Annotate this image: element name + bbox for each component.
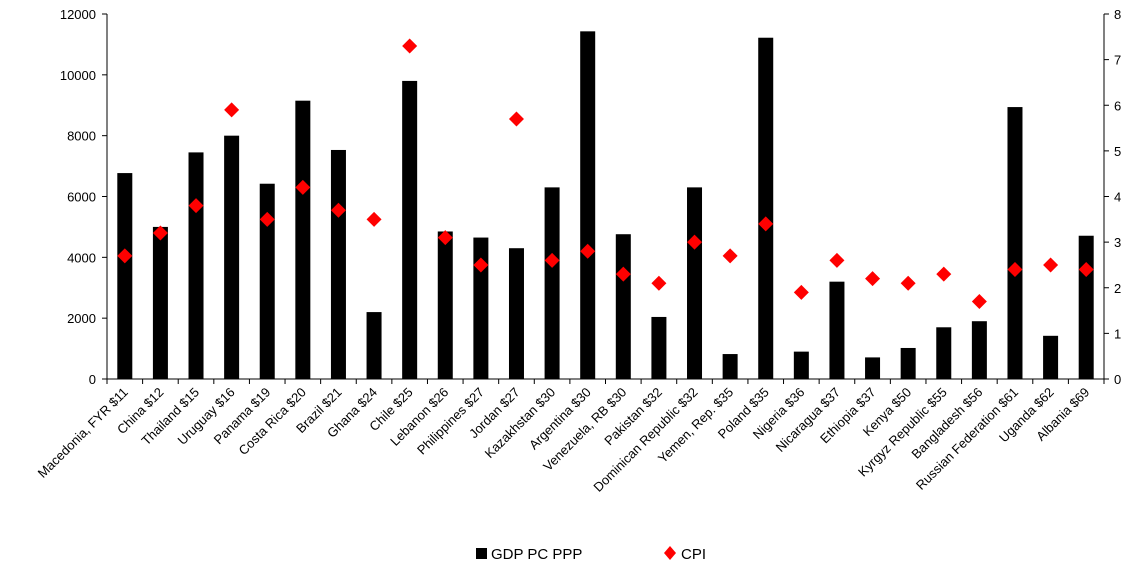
legend-cpi-label: CPI <box>681 546 706 563</box>
left-tick-label: 6000 <box>67 190 96 205</box>
cpi-marker <box>473 257 489 273</box>
gdp-bar <box>722 354 738 379</box>
left-tick-label: 8000 <box>67 129 96 144</box>
gdp-bar <box>259 183 275 379</box>
cpi-marker <box>117 248 133 264</box>
cpi-marker <box>295 179 311 195</box>
gdp-bar <box>900 347 916 379</box>
cpi-marker <box>1078 262 1094 277</box>
right-tick-label: 8 <box>1114 7 1121 22</box>
legend-gdp-swatch <box>476 548 487 559</box>
left-tick-label: 2000 <box>67 311 96 326</box>
right-tick-label: 2 <box>1114 281 1121 296</box>
cpi-marker <box>330 202 346 218</box>
left-tick-label: 12000 <box>60 7 96 22</box>
cpi-marker <box>793 284 809 300</box>
cpi-marker <box>188 198 204 214</box>
right-tick-label: 1 <box>1114 326 1121 341</box>
right-tick-label: 3 <box>1114 235 1121 250</box>
cpi-marker <box>1043 257 1059 273</box>
gdp-bar <box>865 357 881 379</box>
gdp-bar <box>971 321 987 379</box>
gdp-bar <box>793 351 809 379</box>
gdp-bar <box>366 312 382 379</box>
cpi-marker <box>651 275 667 291</box>
left-y-axis: 0 2000 4000 6000 8000 10000 12000 <box>60 7 108 387</box>
cpi-marker <box>687 234 703 250</box>
gdp-bar <box>330 149 346 379</box>
right-tick-label: 6 <box>1114 98 1121 113</box>
cpi-marker <box>615 266 631 282</box>
gdp-bar <box>1043 335 1059 379</box>
category-label: Macedonia, FYR $11 <box>35 385 131 481</box>
gdp-bars <box>117 31 1094 380</box>
gdp-bar <box>1078 235 1094 379</box>
cpi-marker <box>437 230 453 246</box>
cpi-marker <box>758 216 774 232</box>
right-tick-label: 7 <box>1114 53 1121 68</box>
cpi-marker <box>580 243 596 259</box>
cpi-marker <box>865 271 881 287</box>
cpi-marker <box>259 211 275 227</box>
gdp-bar <box>117 173 133 379</box>
cpi-marker <box>402 38 418 54</box>
gdp-bar <box>188 152 204 379</box>
cpi-marker <box>224 102 240 118</box>
gdp-bar <box>615 234 631 379</box>
right-tick-label: 4 <box>1114 190 1121 205</box>
left-tick-label: 10000 <box>60 68 96 83</box>
cpi-marker <box>900 275 916 291</box>
gdp-bar <box>402 80 418 380</box>
right-tick-label: 5 <box>1114 144 1121 159</box>
left-tick-label: 4000 <box>67 250 96 265</box>
left-tick-label: 0 <box>89 372 96 387</box>
gdp-bar <box>936 327 952 379</box>
gdp-bar <box>758 37 774 379</box>
cpi-marker <box>152 225 168 241</box>
right-tick-label: 0 <box>1114 372 1121 387</box>
cpi-marker <box>936 266 952 282</box>
gdp-bar <box>437 231 453 379</box>
x-axis <box>106 378 1105 384</box>
gdp-bar <box>829 281 845 379</box>
legend-cpi-swatch <box>664 546 676 560</box>
gdp-bar <box>508 248 524 379</box>
cpi-marker <box>508 111 524 127</box>
right-y-axis: 0 1 2 3 4 5 6 7 8 <box>1103 7 1121 387</box>
cpi-markers <box>117 38 1094 309</box>
gdp-bar <box>687 187 703 379</box>
gdp-bar <box>152 226 168 379</box>
gdp-bar <box>473 237 489 379</box>
legend-gdp-label: GDP PC PPP <box>491 546 582 563</box>
legend: GDP PC PPP CPI <box>476 546 706 563</box>
cpi-marker <box>1007 262 1023 277</box>
gdp-bar <box>651 316 667 379</box>
cpi-marker <box>829 252 845 268</box>
gdp-bar <box>224 135 240 379</box>
cpi-marker <box>722 248 738 264</box>
gdp-bar <box>295 100 311 379</box>
cpi-marker <box>971 293 987 309</box>
gdp-bar <box>1007 107 1023 379</box>
gdp-bar <box>544 187 560 379</box>
cpi-marker <box>366 211 382 227</box>
gdp-bar <box>580 31 596 380</box>
cpi-marker <box>544 252 560 268</box>
